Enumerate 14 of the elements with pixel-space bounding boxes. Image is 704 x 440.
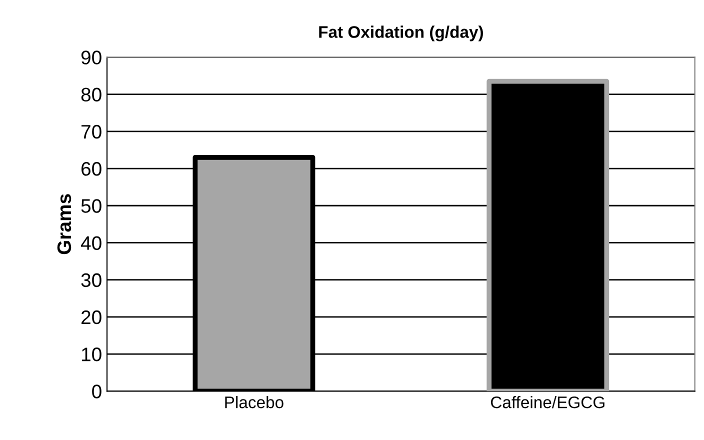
- y-tick-label: 40: [80, 236, 102, 250]
- y-tick-label: 80: [81, 88, 102, 102]
- y-tick-label: 70: [82, 124, 102, 139]
- y-tick-label: 30: [81, 273, 102, 288]
- y-tick-label: 90: [81, 50, 102, 64]
- y-tick-label: 20: [82, 310, 102, 324]
- y-tick-label: 10: [82, 348, 102, 362]
- chart-title: Fat Oxidation (g/day): [319, 26, 483, 42]
- y-tick-label: 0: [92, 384, 102, 398]
- x-tick-label: Caffeine/EGCG: [490, 396, 604, 408]
- y-tick-label: 50: [81, 199, 102, 213]
- y-axis-title: Grams: [57, 194, 72, 254]
- y-tick-label: 60: [82, 162, 102, 176]
- x-tick-label: Placebo: [225, 396, 284, 408]
